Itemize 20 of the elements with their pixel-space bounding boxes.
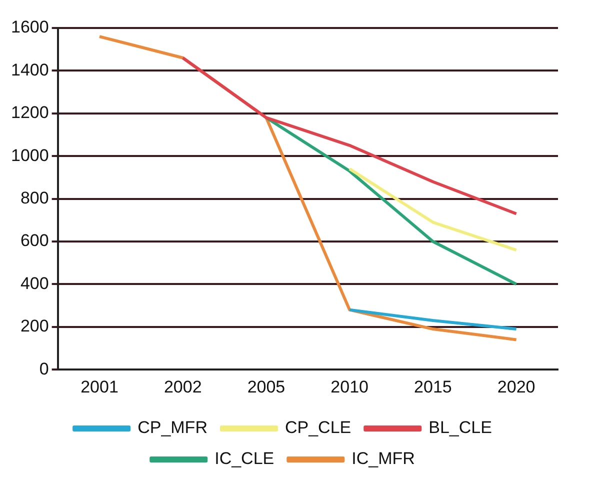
y-tick-label: 800 bbox=[20, 188, 49, 208]
legend-label: IC_MFR bbox=[352, 449, 415, 468]
legend-label: IC_CLE bbox=[214, 449, 274, 468]
y-tick-label: 1400 bbox=[10, 60, 49, 80]
x-tick-label: 2015 bbox=[414, 377, 452, 396]
x-tick-label: 2020 bbox=[497, 377, 536, 396]
y-tick-label: 0 bbox=[39, 359, 49, 378]
y-tick-label: 1600 bbox=[10, 18, 49, 37]
x-tick-label: 2002 bbox=[164, 377, 202, 396]
y-tick-label: 1200 bbox=[10, 103, 49, 122]
x-tick-label: 2010 bbox=[330, 377, 369, 396]
legend-label: BL_CLE bbox=[428, 418, 492, 438]
y-tick-label: 200 bbox=[20, 316, 49, 336]
y-tick-label: 400 bbox=[20, 274, 49, 293]
legend-label: CP_CLE bbox=[284, 418, 352, 438]
legend-label: CP_MFR bbox=[138, 418, 208, 438]
y-tick-label: 600 bbox=[20, 231, 49, 250]
x-tick-label: 2001 bbox=[80, 377, 118, 396]
y-tick-label: 1000 bbox=[10, 146, 49, 165]
x-tick-label: 2005 bbox=[247, 377, 286, 396]
